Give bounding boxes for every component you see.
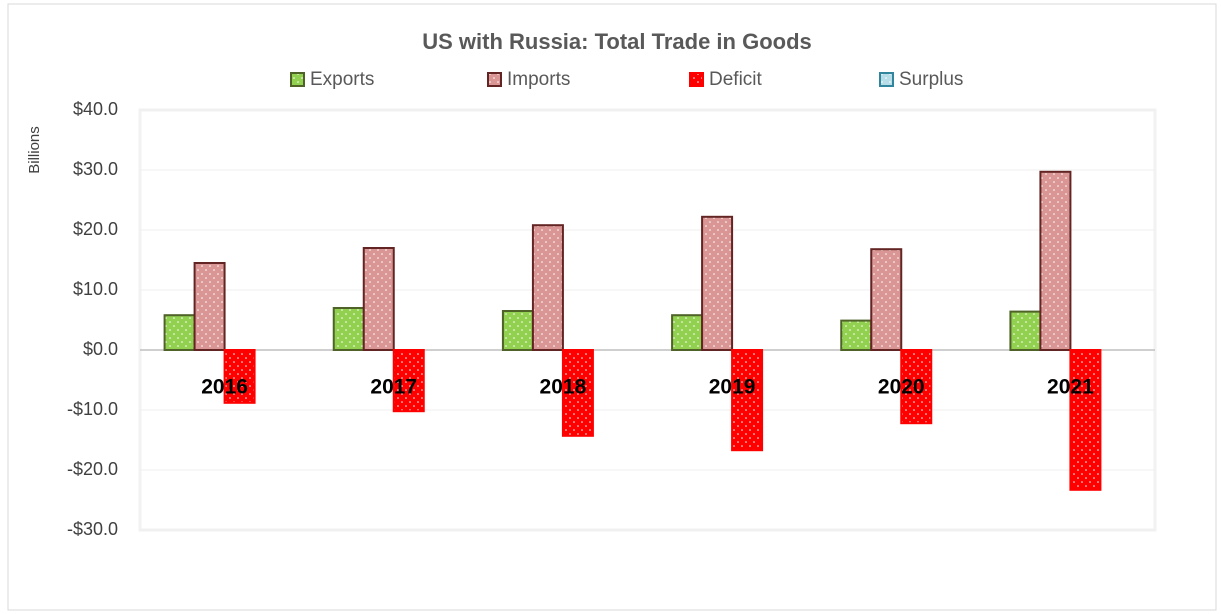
y-tick-label: $40.0	[73, 99, 118, 119]
bar	[671, 314, 704, 352]
x-tick-label: 2019	[709, 376, 756, 399]
x-tick-label: 2016	[201, 376, 248, 399]
legend-label: Deficit	[709, 69, 763, 90]
chart-frame	[7, 3, 1217, 611]
bar	[1009, 310, 1042, 352]
bar	[900, 349, 933, 425]
y-tick-label: $10.0	[73, 279, 118, 299]
bar	[332, 307, 365, 351]
bar	[163, 314, 196, 352]
legend-label: Exports	[310, 69, 374, 90]
bar	[870, 248, 903, 351]
y-tick-label: -$20.0	[67, 459, 118, 479]
bar	[561, 349, 594, 437]
y-axis-label: Billions	[26, 126, 43, 174]
x-tick-label: 2018	[540, 376, 587, 399]
x-tick-label: 2020	[878, 376, 925, 399]
bar	[392, 349, 425, 413]
legend-swatch	[290, 72, 305, 87]
x-tick-label: 2021	[1047, 376, 1094, 399]
legend-label: Imports	[507, 69, 570, 90]
bar	[701, 215, 734, 351]
bar	[840, 319, 873, 352]
bar	[501, 310, 534, 351]
bar	[223, 349, 256, 404]
chart-title: US with Russia: Total Trade in Goods	[422, 29, 812, 54]
x-tick-label: 2017	[370, 376, 417, 399]
bar	[362, 247, 395, 351]
y-tick-label: -$10.0	[67, 399, 118, 419]
legend-label: Surplus	[899, 69, 963, 90]
y-tick-label: -$30.0	[67, 519, 118, 539]
legend-swatch	[689, 72, 704, 87]
bar	[731, 349, 764, 452]
y-tick-label: $0.0	[83, 339, 118, 359]
legend-swatch	[487, 72, 502, 87]
y-tick-label: $20.0	[73, 219, 118, 239]
y-tick-label: $30.0	[73, 159, 118, 179]
bar	[531, 224, 564, 351]
bar	[1039, 170, 1072, 351]
legend-swatch	[879, 72, 894, 87]
bar	[193, 262, 226, 351]
bar	[1069, 349, 1102, 491]
